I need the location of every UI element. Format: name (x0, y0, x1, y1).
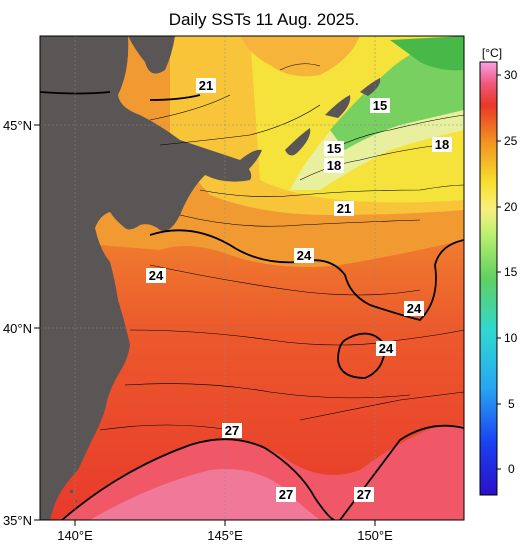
land-kuril-2 (285, 128, 311, 156)
svg-text:24: 24 (149, 268, 164, 283)
sea-kuroshio-core (90, 469, 320, 520)
lat-label-40: 40°N (3, 321, 32, 336)
land-kuril-3 (325, 95, 351, 118)
svg-text:24: 24 (297, 248, 312, 263)
land-sakhalin (128, 36, 175, 74)
svg-text:15: 15 (373, 98, 387, 113)
contour-label-27-a: 27 (222, 423, 242, 438)
contour-label-18-a: 18 (324, 158, 344, 173)
colorbar-ticks (497, 74, 501, 470)
colorbar-tick-15: 15 (504, 265, 518, 279)
svg-text:18: 18 (435, 137, 449, 152)
colorbar-tick-25: 25 (504, 134, 518, 148)
svg-text:21: 21 (199, 78, 213, 93)
contour-label-15-a: 15 (370, 98, 390, 113)
colorbar-bar (479, 61, 498, 496)
land-japan (40, 36, 252, 520)
svg-text:21: 21 (337, 201, 351, 216)
map-frame (39, 35, 465, 521)
graticule (40, 36, 464, 520)
colorbar-unit: [°C] (482, 46, 502, 60)
contour-labels: 21 15 15 18 18 21 24 24 24 24 27 27 27 (146, 78, 452, 502)
lat-label-35: 35°N (3, 513, 32, 528)
colorbar-tick-5: 5 (508, 397, 515, 411)
colorbar: [°C] 30 25 20 15 10 5 0 (479, 46, 518, 496)
svg-text:24: 24 (407, 301, 422, 316)
land-kuril-4 (360, 78, 381, 96)
sea-okhotsk (240, 36, 360, 77)
contour-label-27-b: 27 (276, 487, 296, 502)
colorbar-tick-0: 0 (508, 462, 515, 476)
contour-label-24-d: 24 (376, 341, 396, 356)
svg-text:27: 27 (357, 487, 371, 502)
map-title: Daily SSTs 11 Aug. 2025. (168, 10, 360, 29)
colorbar-tick-20: 20 (504, 200, 518, 214)
contour-label-21-north: 21 (196, 78, 216, 93)
map-ticks (34, 124, 376, 526)
contour-label-24-b: 24 (146, 268, 166, 283)
contour-label-18-b: 18 (432, 137, 452, 152)
land-izu-1 (70, 490, 73, 493)
svg-text:27: 27 (225, 423, 239, 438)
svg-text:15: 15 (327, 141, 341, 156)
lon-label-145: 145°E (207, 528, 243, 543)
map-field (40, 36, 464, 520)
land-izu-2 (75, 500, 77, 502)
lat-label-45: 45°N (3, 118, 32, 133)
contour-label-27-c: 27 (354, 487, 374, 502)
lon-label-150: 150°E (357, 528, 393, 543)
contour-label-24-c: 24 (404, 301, 424, 316)
colorbar-tick-10: 10 (504, 331, 518, 345)
contour-label-24-a: 24 (294, 248, 314, 263)
contour-label-15-b: 15 (324, 141, 344, 156)
svg-text:24: 24 (379, 341, 394, 356)
sea-colder (390, 36, 464, 71)
thin-contours (99, 63, 464, 431)
svg-text:27: 27 (279, 487, 293, 502)
contour-label-21-mid: 21 (334, 201, 354, 216)
lon-label-140: 140°E (57, 528, 93, 543)
colorbar-tick-30: 30 (504, 68, 518, 82)
svg-text:18: 18 (327, 158, 341, 173)
land-kuril-1 (240, 149, 262, 170)
